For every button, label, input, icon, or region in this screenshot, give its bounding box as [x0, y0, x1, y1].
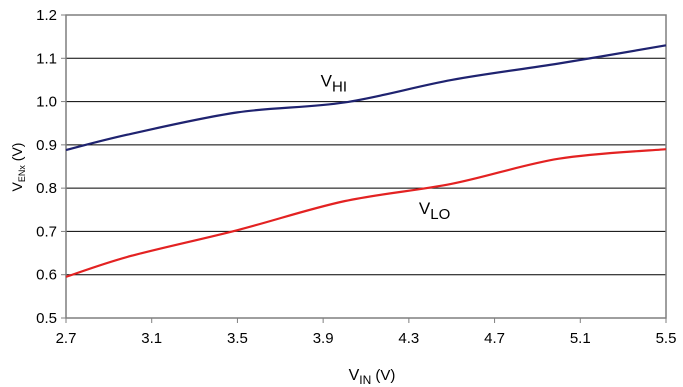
series-label-vhi: VHI	[321, 71, 347, 95]
y-tick-label: 0.6	[36, 267, 57, 284]
y-tick-label: 1.2	[36, 7, 57, 24]
plot-area-frame	[65, 14, 667, 319]
y-tick-label: 0.7	[36, 223, 57, 240]
x-tick-label: 3.1	[141, 330, 162, 347]
x-tick-label: 2.7	[56, 330, 77, 347]
grid-lines	[66, 14, 666, 319]
y-tick-label: 1.1	[36, 50, 57, 67]
x-tick-label: 5.5	[656, 330, 677, 347]
series-label-vlo: VLO	[419, 199, 450, 223]
x-tick-label: 3.9	[313, 330, 334, 347]
series-group: VHI VLO	[65, 44, 667, 278]
y-axis: 0.5 0.6 0.7 0.8 0.9 1.0 1.1 1.2	[36, 7, 66, 327]
x-tick-label: 3.5	[227, 330, 248, 347]
y-tick-label: 0.8	[36, 180, 57, 197]
y-tick-label: 0.9	[36, 137, 57, 154]
x-axis-title: VIN (V)	[349, 367, 396, 387]
y-tick-label: 1.0	[36, 94, 57, 111]
x-tick-label: 5.1	[570, 330, 591, 347]
x-tick-label: 4.7	[484, 330, 505, 347]
x-axis: 2.7 3.1 3.5 3.9 4.3 4.7 5.1 5.5	[56, 318, 677, 347]
x-tick-label: 4.3	[398, 330, 419, 347]
y-tick-label: 0.5	[36, 310, 57, 327]
series-line-vhi	[65, 44, 667, 152]
series-line-vlo	[65, 148, 667, 278]
y-axis-title: VENx (V)	[9, 143, 27, 192]
